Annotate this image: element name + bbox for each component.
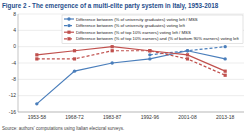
grid-line (18, 112, 244, 113)
marker (223, 45, 226, 48)
legend-label: Difference between (% of university grad… (76, 17, 198, 22)
grid-line (18, 46, 244, 47)
legend-label: Difference between (% of top 10% earners… (76, 36, 240, 41)
x-tick-label: 2001-08 (178, 114, 197, 120)
marker (148, 49, 151, 52)
x-tick-label: 1992-96 (141, 114, 160, 120)
grid-line (18, 79, 244, 80)
marker (35, 102, 38, 105)
legend-marker (67, 24, 70, 27)
x-tick-label: 1953-58 (28, 114, 47, 120)
grid-line (18, 95, 244, 96)
marker (186, 49, 189, 52)
marker (224, 74, 227, 77)
grid-line (18, 14, 244, 15)
marker (35, 57, 38, 60)
legend-label: Difference between (% of university grad… (76, 23, 186, 28)
legend (62, 15, 243, 43)
legend-label: Difference between (% of top 10% earners… (76, 30, 191, 35)
chart: Figure 2 - The emergence of a multi-elit… (0, 0, 250, 133)
x-tick-label: 1968-72 (65, 114, 84, 120)
legend-marker (67, 31, 70, 34)
y-tick-label: 8 (13, 11, 16, 17)
legend-marker (67, 37, 70, 40)
x-tick-label: 1983-87 (103, 114, 122, 120)
marker (186, 49, 189, 52)
marker (186, 57, 189, 60)
plot-area (35, 45, 227, 106)
y-tick-label: -8 (12, 76, 17, 82)
marker (35, 53, 38, 56)
source: Source: authors' computations using Ital… (2, 126, 124, 131)
marker (148, 57, 151, 60)
title: Figure 2 - The emergence of a multi-elit… (2, 2, 219, 10)
grid-line (18, 63, 244, 64)
series-line (37, 51, 225, 76)
y-tick-label: -4 (12, 60, 17, 66)
marker (148, 53, 151, 56)
marker (73, 69, 76, 72)
y-axis (18, 14, 19, 112)
marker (73, 57, 76, 60)
marker (148, 49, 151, 52)
marker (111, 45, 114, 48)
x-axis (18, 112, 244, 113)
legend-marker (67, 17, 70, 20)
marker (223, 57, 226, 60)
marker (73, 49, 76, 52)
y-tick-label: 0 (13, 43, 16, 49)
y-tick-label: -16 (9, 109, 16, 115)
x-tick-label: 2013-18 (216, 114, 235, 120)
marker (186, 53, 189, 56)
marker (110, 61, 113, 64)
marker (224, 70, 227, 73)
marker (111, 49, 114, 52)
y-tick-label: 4 (13, 27, 16, 33)
y-tick-label: -12 (9, 92, 16, 98)
